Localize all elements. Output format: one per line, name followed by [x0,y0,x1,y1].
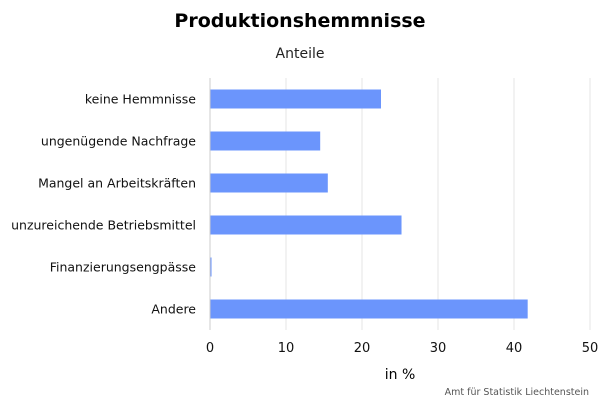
x-axis-label: in % [385,367,416,383]
category-label: Finanzierungsengpässe [50,260,197,275]
bar-1[interactable] [210,131,321,151]
chart-subtitle: Anteile [276,46,325,62]
chart-title: Produktionshemmnisse [174,10,425,32]
category-labels: keine Hemmnisse ungenügende Nachfrage Mang… [11,92,196,317]
bar-5[interactable] [210,299,528,319]
bar-3[interactable] [210,215,402,235]
category-label: unzureichende Betriebsmittel [11,218,196,233]
bar-0[interactable] [210,89,381,109]
category-label: Mangel an Arbeitskräften [38,176,196,191]
x-tick-label: 10 [278,341,295,356]
gridlines [285,78,591,330]
bar-4[interactable] [210,257,212,277]
credit-text[interactable]: Amt für Statistik Liechtenstein [445,387,589,398]
category-label: keine Hemmnisse [85,92,196,107]
x-tick-label: 40 [506,341,523,356]
x-tick-label: 0 [206,341,214,356]
x-tick-label: 50 [582,341,599,356]
bars [210,89,528,319]
x-tick-labels: 0 10 20 30 40 50 [206,341,598,356]
x-tick-label: 20 [354,341,371,356]
x-tick-label: 30 [430,341,447,356]
category-label: ungenügende Nachfrage [41,134,196,149]
category-label: Andere [151,302,196,317]
bar-2[interactable] [210,173,328,193]
